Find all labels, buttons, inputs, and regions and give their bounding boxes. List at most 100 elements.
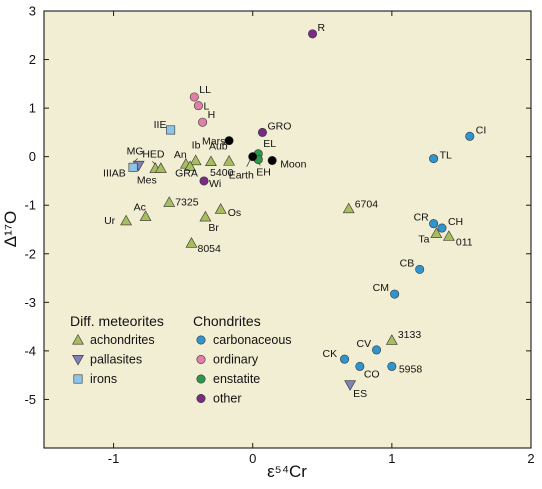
data-point [189,92,199,102]
data-point [340,354,350,364]
data-label: 011 [456,236,473,248]
legend-label: other [213,392,242,406]
data-label: CK [323,348,338,360]
legend-label: achondrites [90,333,155,347]
data-label: 6704 [355,199,379,211]
data-label: Ib [192,140,201,152]
data-label: CR [414,212,430,224]
legend-label: carbonaceous [213,333,292,347]
data-label: CV [357,338,372,350]
data-point [248,152,258,162]
data-label: Ac [134,201,146,213]
y-axis-title: Δ¹⁷O [1,211,20,247]
data-point [199,210,212,222]
legend-marker [196,354,206,364]
data-label: Ur [104,215,116,227]
data-label: GRA [175,167,198,179]
data-label: Aub [209,141,228,153]
data-label: GRO [267,120,291,132]
data-label: R [318,22,326,34]
plot-area [43,10,532,449]
data-point [185,237,198,248]
data-point [128,162,138,172]
y-tick-label: -4 [24,343,36,358]
data-point [308,29,318,39]
axis-tick-labels: -1 0 1 2 3 2 1 0 -1 -2 -3 -4 -5 [24,4,534,467]
data-label: CI [476,124,487,136]
data-label: 5400 [210,167,234,179]
data-label: Earth [229,170,254,182]
y-tick-label: 0 [29,149,36,164]
data-label: 8054 [197,243,221,255]
data-point [415,264,425,274]
y-tick-label: -1 [24,198,36,213]
data-point [387,361,397,371]
data-point [437,223,447,233]
data-point [199,176,209,186]
data-point [344,380,357,391]
data-point [342,202,355,214]
data-label: MG [127,145,144,157]
data-point [154,162,167,173]
legend-label: ordinary [213,353,259,367]
y-tick-label: -5 [24,392,36,407]
data-point [385,334,398,345]
legend-marker [72,333,84,345]
y-tick-label: -2 [24,246,36,261]
data-label: CB [400,257,415,269]
data-label: 3133 [398,329,422,341]
y-tick-label: 1 [29,101,36,116]
data-point [193,101,203,111]
legend-marker [72,354,84,366]
data-point [355,361,365,371]
data-point [184,160,197,171]
data-point [163,196,176,207]
data-point [390,289,400,299]
data-point [166,125,176,135]
data-label: HED [142,148,165,160]
data-point [139,210,152,221]
y-tick-label: 2 [29,52,36,67]
x-tick-label: 2 [527,451,534,466]
data-point [205,155,217,167]
data-label: EL [263,138,276,150]
axis-ticks [44,10,532,448]
data-label: H [208,109,216,121]
x-tick-label: 0 [249,451,256,466]
data-label: Mes [137,174,157,186]
data-point [214,203,227,214]
data-label: Mars [202,136,225,148]
legend-label: pallasites [90,353,142,367]
data-label: ES [353,388,367,400]
legend-label: enstatite [213,372,260,386]
data-point [267,156,277,166]
legend-marker [196,393,206,403]
legend-marker [196,335,206,345]
data-point [465,131,475,141]
data-point [429,219,439,229]
data-label: Os [228,207,241,219]
data-label: Ta [418,233,429,245]
data-label: An [174,149,187,161]
data-point [120,214,133,226]
data-label: CO [364,368,380,380]
data-point [257,127,267,137]
legend-marker [196,374,206,384]
data-point [429,154,439,164]
data-label: Moon [280,159,306,171]
data-label: 7325 [175,196,199,208]
data-point [372,345,382,355]
data-point [223,155,235,166]
x-tick-label: -1 [108,451,120,466]
data-label: 5958 [399,363,423,375]
y-tick-label: -3 [24,295,36,310]
data-label: IIE [154,119,167,131]
data-point [198,117,208,127]
data-points [120,29,475,391]
legend-label: irons [90,372,117,386]
data-label: LL [199,84,211,96]
data-point [224,136,234,146]
data-point [189,154,202,166]
